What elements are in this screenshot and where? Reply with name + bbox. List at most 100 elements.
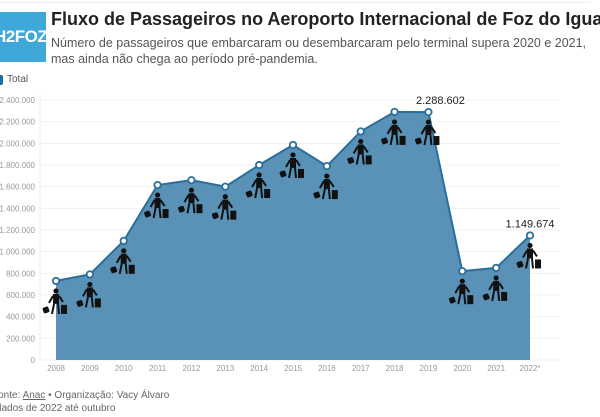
icon-head <box>222 194 228 200</box>
passenger-luggage-icon <box>415 119 440 146</box>
x-tick-label: 2014 <box>250 364 268 373</box>
x-tick-label: 2012 <box>183 364 201 373</box>
y-tick-label: 1.000.000 <box>0 248 36 257</box>
icon-limbs <box>81 288 98 308</box>
passenger-luggage-icon <box>245 172 271 199</box>
icon-body <box>154 198 161 209</box>
passenger-luggage-icon <box>448 278 474 305</box>
y-tick-label: 1.600.000 <box>0 183 36 192</box>
icon-bag <box>381 137 388 145</box>
data-point <box>492 263 501 273</box>
icon-body <box>188 193 195 204</box>
data-point <box>85 270 94 279</box>
icon-suitcase <box>264 189 271 198</box>
icon-body <box>459 284 466 295</box>
icon-limbs <box>149 199 166 219</box>
passenger-luggage-icon <box>211 194 237 220</box>
data-label: 2.288.602 <box>416 95 465 107</box>
icon-head <box>87 281 93 288</box>
icon-limbs <box>251 179 267 199</box>
organization: • Organização: Vacy Álvaro <box>45 390 170 401</box>
icon-suitcase <box>196 204 203 214</box>
icon-limbs <box>217 201 234 220</box>
chart-subtitle: Número de passageiros que embarcaram ou … <box>51 36 587 66</box>
icon-suitcase <box>467 295 474 305</box>
y-tick-label: 600.000 <box>6 291 35 300</box>
x-tick-label: 2022* <box>520 364 541 373</box>
icon-head <box>53 288 59 294</box>
icon-body <box>290 157 296 168</box>
icon-suitcase <box>61 304 67 314</box>
data-label: 1.149.674 <box>506 218 555 230</box>
icon-limbs <box>352 145 369 165</box>
icon-head <box>154 192 161 198</box>
icon-head <box>256 172 262 178</box>
y-tick-label: 400.000 <box>6 313 35 322</box>
icon-bag <box>110 266 118 274</box>
icon-limbs <box>318 180 335 200</box>
icon-limbs <box>522 249 538 269</box>
icon-bag <box>448 296 456 304</box>
x-tick-label: 2010 <box>115 364 133 373</box>
icon-bag <box>211 212 219 220</box>
x-tick-label: 2011 <box>149 364 167 373</box>
icon-body <box>86 287 93 298</box>
icon-body <box>527 248 533 259</box>
passenger-luggage-icon <box>42 288 67 315</box>
y-tick-label: 1.800.000 <box>0 161 36 170</box>
data-point <box>153 180 162 190</box>
icon-head <box>188 187 195 193</box>
icon-bag <box>482 293 490 301</box>
footnote: *dados de 2022 até outubro <box>0 403 116 414</box>
y-tick-label: 2.200.000 <box>0 118 36 127</box>
icon-bag <box>245 190 253 198</box>
h2foz-logo: H2FOZ <box>0 12 48 62</box>
x-tick-label: 2009 <box>81 364 99 373</box>
x-tick-label: 2020 <box>453 364 471 373</box>
icon-bag <box>144 210 151 218</box>
icon-body <box>120 253 127 264</box>
legend-label: Total <box>7 74 29 85</box>
icon-head <box>391 119 398 125</box>
data-point <box>322 161 331 171</box>
x-tick-label: 2018 <box>386 364 404 373</box>
data-point <box>424 107 433 117</box>
y-tick-label: 1.200.000 <box>0 226 36 235</box>
source-link[interactable]: Anac <box>22 390 46 401</box>
data-point <box>187 176 196 185</box>
x-tick-label: 2013 <box>216 364 234 373</box>
icon-head <box>493 275 499 281</box>
icon-body <box>222 199 229 210</box>
passenger-luggage-icon <box>178 187 203 214</box>
icon-head <box>425 119 432 125</box>
icon-head <box>324 173 330 179</box>
x-tick-label: 2008 <box>47 364 65 373</box>
footer: Fonte: Anac • Organização: Vacy Álvaro *… <box>0 389 169 415</box>
icon-limbs <box>115 255 132 275</box>
icon-body <box>357 144 364 155</box>
x-tick-label: 2021 <box>487 364 505 373</box>
data-point <box>119 236 128 245</box>
legend: Total <box>0 74 28 85</box>
icon-suitcase <box>94 298 101 308</box>
area-fill <box>56 111 530 361</box>
icon-head <box>121 248 127 254</box>
passenger-luggage-icon <box>381 119 406 146</box>
icon-suitcase <box>365 155 372 165</box>
icon-suitcase <box>535 259 541 269</box>
icon-bag <box>313 191 321 199</box>
passenger-luggage-icon <box>279 152 304 179</box>
x-tick-label: 2015 <box>284 364 302 373</box>
y-tick-label: 1.400.000 <box>0 204 36 213</box>
icon-body <box>323 179 330 190</box>
icon-suitcase <box>433 136 440 146</box>
passenger-luggage-icon <box>516 242 541 269</box>
icon-limbs <box>285 159 301 179</box>
icon-body <box>493 280 500 291</box>
y-tick-label: 200.000 <box>6 334 35 343</box>
chart-title: Fluxo de Passageiros no Aeroporto Intern… <box>51 9 600 29</box>
passenger-luggage-icon <box>347 138 372 165</box>
icon-bag <box>178 205 185 213</box>
passenger-luggage-icon <box>482 275 508 302</box>
